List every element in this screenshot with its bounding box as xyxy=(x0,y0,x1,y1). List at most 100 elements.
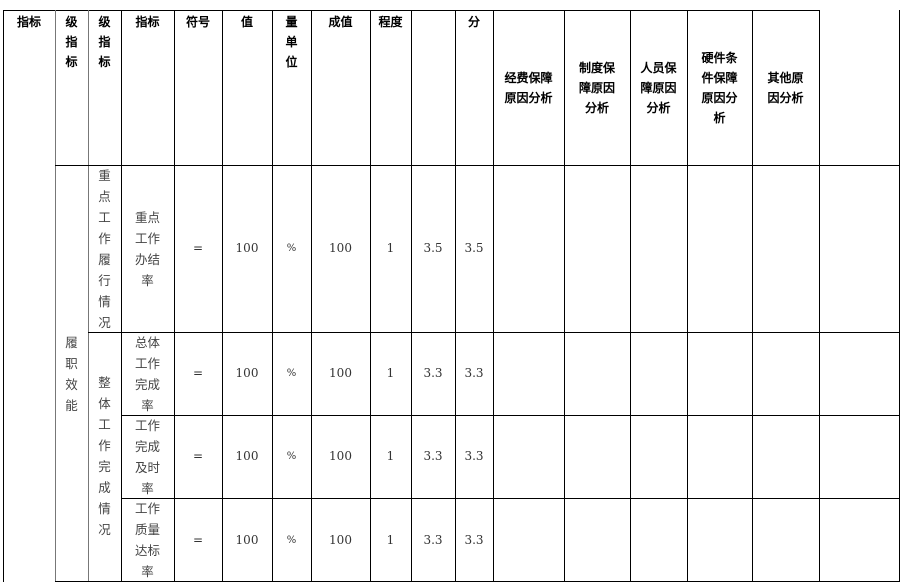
analysis-cell xyxy=(630,415,687,498)
header-cell-text: 指标 xyxy=(16,15,41,29)
table-row-target-text: 100 xyxy=(235,532,259,547)
analysis-cell xyxy=(630,165,687,332)
table-border xyxy=(370,10,371,582)
header-cell-text: 指标 xyxy=(135,15,160,29)
table-border xyxy=(55,10,56,582)
header-cell-text: 值 xyxy=(240,15,253,29)
table-row-unit: % xyxy=(272,165,311,332)
header-cell-text: 人员保障原因分析 xyxy=(640,60,677,115)
table-border xyxy=(55,581,900,582)
table-row-score-text: 3.3 xyxy=(464,449,484,463)
table-row-score: 3.3 xyxy=(455,415,493,498)
analysis-cell xyxy=(752,165,819,332)
header-cell: 程度 xyxy=(370,10,411,165)
table-row-unit: % xyxy=(272,415,311,498)
table-row-degree-text: 1 xyxy=(386,241,395,255)
analysis-cell xyxy=(564,165,630,332)
analysis-cell xyxy=(819,332,899,415)
analysis-cell xyxy=(687,498,752,582)
table-row-indicator: 重点工作办结率 xyxy=(121,165,174,332)
level2-cell-text: 整体工作完成情况 xyxy=(98,375,111,537)
header-cell: 值 xyxy=(222,10,272,165)
table-row-unit-text: % xyxy=(286,534,297,546)
table-border xyxy=(899,10,900,582)
table-row-indicator: 工作质量达标率 xyxy=(121,498,174,582)
analysis-cell xyxy=(564,332,630,415)
analysis-cell xyxy=(687,332,752,415)
table-row-target: 100 xyxy=(222,498,272,582)
table-row-target: 100 xyxy=(222,165,272,332)
analysis-cell xyxy=(493,332,564,415)
table-row-symbol-text: = xyxy=(192,241,204,255)
header-cell-text: 硬件条件保障原因分析 xyxy=(701,50,738,125)
header-cell-text: 成值 xyxy=(328,15,353,29)
analysis-cell xyxy=(564,415,630,498)
table-row-target: 100 xyxy=(222,415,272,498)
table-border xyxy=(88,332,900,333)
table-row-symbol: = xyxy=(174,165,222,332)
header-cell-text: 级指标 xyxy=(65,15,78,69)
header-cell: 其他原因分析 xyxy=(752,10,819,165)
table-row-degree-text: 1 xyxy=(386,532,395,547)
table-border xyxy=(121,10,122,582)
table-row-weight: 3.3 xyxy=(411,332,455,415)
table-row-actual: 100 xyxy=(311,415,370,498)
table-row-weight-text: 3.5 xyxy=(423,241,443,255)
table-row-actual: 100 xyxy=(311,498,370,582)
header-cell: 分 xyxy=(455,10,493,165)
header-cell xyxy=(411,10,455,165)
table-row-indicator-text: 总体工作完成率 xyxy=(134,334,160,413)
analysis-cell xyxy=(819,165,899,332)
table-border xyxy=(752,10,753,582)
header-cell xyxy=(819,10,899,165)
analysis-cell xyxy=(630,332,687,415)
analysis-cell xyxy=(493,415,564,498)
table-border xyxy=(630,10,631,582)
header-cell: 量单位 xyxy=(272,10,311,165)
table-row-weight: 3.5 xyxy=(411,165,455,332)
table-border xyxy=(3,10,4,582)
analysis-cell xyxy=(687,165,752,332)
level1-cell: 履职效能 xyxy=(55,165,88,582)
table-border xyxy=(55,165,900,166)
table-row-actual-text: 100 xyxy=(329,241,352,255)
table-row-unit-text: % xyxy=(286,451,297,462)
analysis-cell xyxy=(630,498,687,582)
header-cell-text: 级指标 xyxy=(98,15,111,69)
table-row-weight: 3.3 xyxy=(411,415,455,498)
table-border xyxy=(493,10,494,582)
header-cell: 成值 xyxy=(311,10,370,165)
table-row-score: 3.3 xyxy=(455,332,493,415)
table-row-indicator: 总体工作完成率 xyxy=(121,332,174,415)
table-row-symbol: = xyxy=(174,332,222,415)
table-row-weight-text: 3.3 xyxy=(423,366,443,380)
table-border xyxy=(174,10,175,582)
table-border xyxy=(411,10,412,582)
table-row-weight: 3.3 xyxy=(411,498,455,582)
table-row-unit: % xyxy=(272,498,311,582)
table-row-symbol-text: = xyxy=(192,366,204,380)
header-cell-text: 符号 xyxy=(185,15,210,29)
table-row-indicator-text: 重点工作办结率 xyxy=(134,209,160,288)
header-cell: 经费保障原因分析 xyxy=(493,10,564,165)
table-row-score-text: 3.3 xyxy=(464,532,484,547)
analysis-cell xyxy=(564,498,630,582)
table-row-target-text: 100 xyxy=(235,241,259,255)
table-border xyxy=(88,10,89,582)
table-row-actual: 100 xyxy=(311,165,370,332)
table-row-degree-text: 1 xyxy=(386,449,395,463)
table-row-score: 3.3 xyxy=(455,498,493,582)
table-border xyxy=(455,10,456,582)
table-row-unit: % xyxy=(272,332,311,415)
table-row-target-text: 100 xyxy=(235,366,259,380)
analysis-cell xyxy=(752,332,819,415)
table-border xyxy=(121,415,900,416)
table-row-symbol-text: = xyxy=(192,449,204,463)
analysis-cell xyxy=(752,498,819,582)
table-row-indicator: 工作完成及时率 xyxy=(121,415,174,498)
header-cell-text: 分 xyxy=(467,15,480,29)
analysis-cell xyxy=(752,415,819,498)
table-row-score-text: 3.5 xyxy=(464,241,484,255)
header-cell: 人员保障原因分析 xyxy=(630,10,687,165)
analysis-cell xyxy=(819,415,899,498)
